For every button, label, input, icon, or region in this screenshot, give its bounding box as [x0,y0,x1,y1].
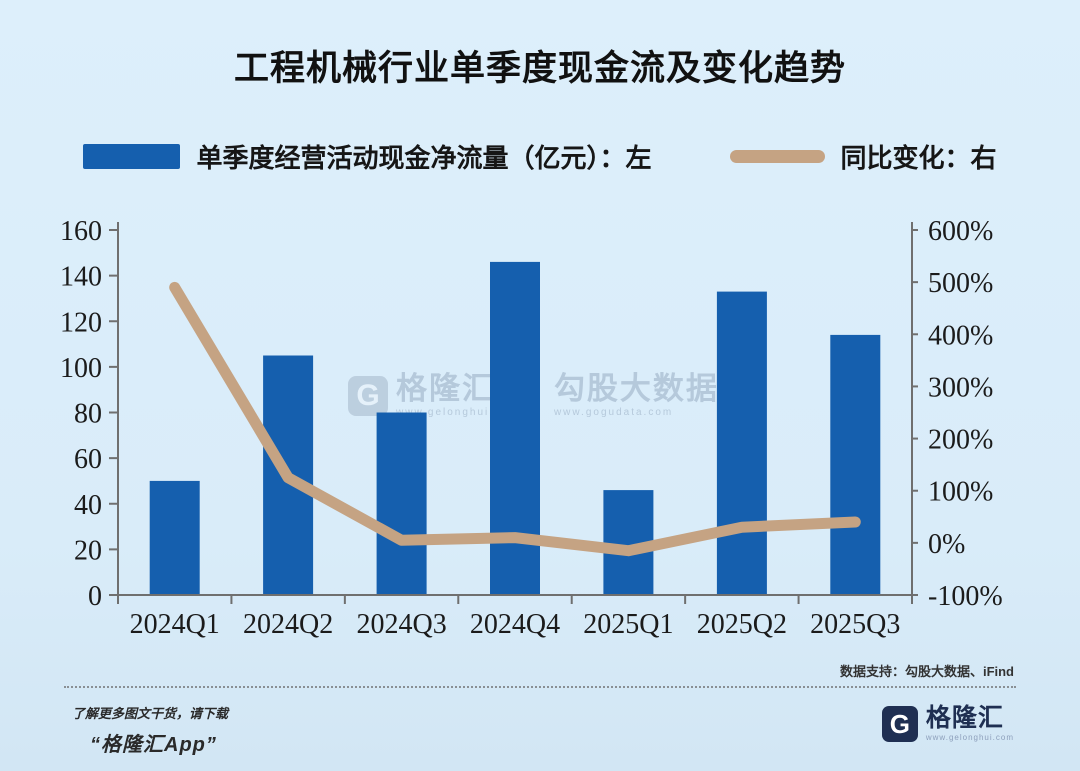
chart-area: G 格隆汇 www.gelonghui.com 勾股大数据 www.goguda… [0,208,1080,668]
right-axis-tick-label: 100% [928,477,993,508]
promo-line2: “格隆汇App” [90,734,217,756]
bar-legend-label: 单季度经营活动现金净流量（亿元）：左 [196,143,652,173]
data-source-note: 数据支持：勾股大数据、iFind [839,664,1014,679]
right-axis-tick-label: 0% [928,529,965,560]
right-axis-tick-label: 300% [928,372,993,403]
footer-logo-text: 格隆汇 [925,704,1004,732]
left-axis-tick-label: 100 [60,353,102,384]
line-legend-label: 同比变化：右 [840,143,997,173]
legend: 单季度经营活动现金净流量（亿元）：左 同比变化：右 [0,138,1080,175]
x-axis-label-2024Q4: 2024Q4 [470,609,560,640]
x-axis-label-2025Q1: 2025Q1 [583,609,673,640]
left-axis-tick-label: 80 [74,399,102,430]
left-axis-tick-label: 160 [60,216,102,247]
x-axis-label-2025Q2: 2025Q2 [697,609,787,640]
x-axis-label-2024Q2: 2024Q2 [243,609,333,640]
watermark-brand-lockup: G 格隆汇 www.gelonghui.com [348,373,519,418]
left-axis-tick-label: 140 [60,262,102,293]
x-axis-label-2025Q3: 2025Q3 [810,609,900,640]
promo-line1: 了解更多图文干货，请下载 [72,706,229,721]
bar-2025Q2 [716,291,767,595]
watermark-brand-text: 格隆汇 [396,371,495,406]
page-title: 工程机械行业单季度现金流及变化趋势 [233,49,846,88]
footer-divider [64,686,1016,688]
footer-logo-url: www.gelonghui.com [925,733,1014,742]
gelonghui-logo-icon: G [348,375,388,416]
right-axis-tick-label: 200% [928,425,993,456]
cashflow-combo-chart: 0 20 40 60 80 100 120 140 160 -100% 0% 100% 200% 300%… [60,216,1003,640]
left-axis-tick-label: 40 [74,490,102,521]
bar-2024Q3 [376,412,427,595]
promo-text: 了解更多图文干货，请下载 “格隆汇App” [72,703,228,757]
x-axis-label-2024Q3: 2024Q3 [356,609,446,640]
right-axis-tick-label: 500% [928,268,993,299]
watermark-brand-url: www.gelonghui.com [396,407,519,418]
footer-logo: G 格隆汇 www.gelonghui.com [881,704,1014,742]
left-axis-tick-label: 120 [60,307,102,338]
bar-2024Q1 [149,480,200,595]
watermark-partner-url: www.gogudata.com [553,407,674,418]
line-legend-swatch [729,150,825,163]
x-axis-label-2024Q1: 2024Q1 [130,609,220,640]
bar-2025Q3 [830,334,881,595]
left-axis-tick-label: 0 [88,581,102,612]
left-axis-tick-label: 20 [74,535,102,566]
watermark: G 格隆汇 www.gelonghui.com 勾股大数据 www.goguda… [348,373,719,418]
gelonghui-logo-icon: G [881,706,918,742]
bar-legend-swatch [83,144,181,169]
right-axis-tick-label: -100% [928,581,1003,612]
watermark-partner-text: 勾股大数据 [553,371,719,406]
left-axis-tick-label: 60 [74,444,102,475]
right-axis-tick-label: 600% [928,216,993,247]
yoy-change-line [169,281,861,557]
right-axis-tick-label: 400% [928,320,993,351]
